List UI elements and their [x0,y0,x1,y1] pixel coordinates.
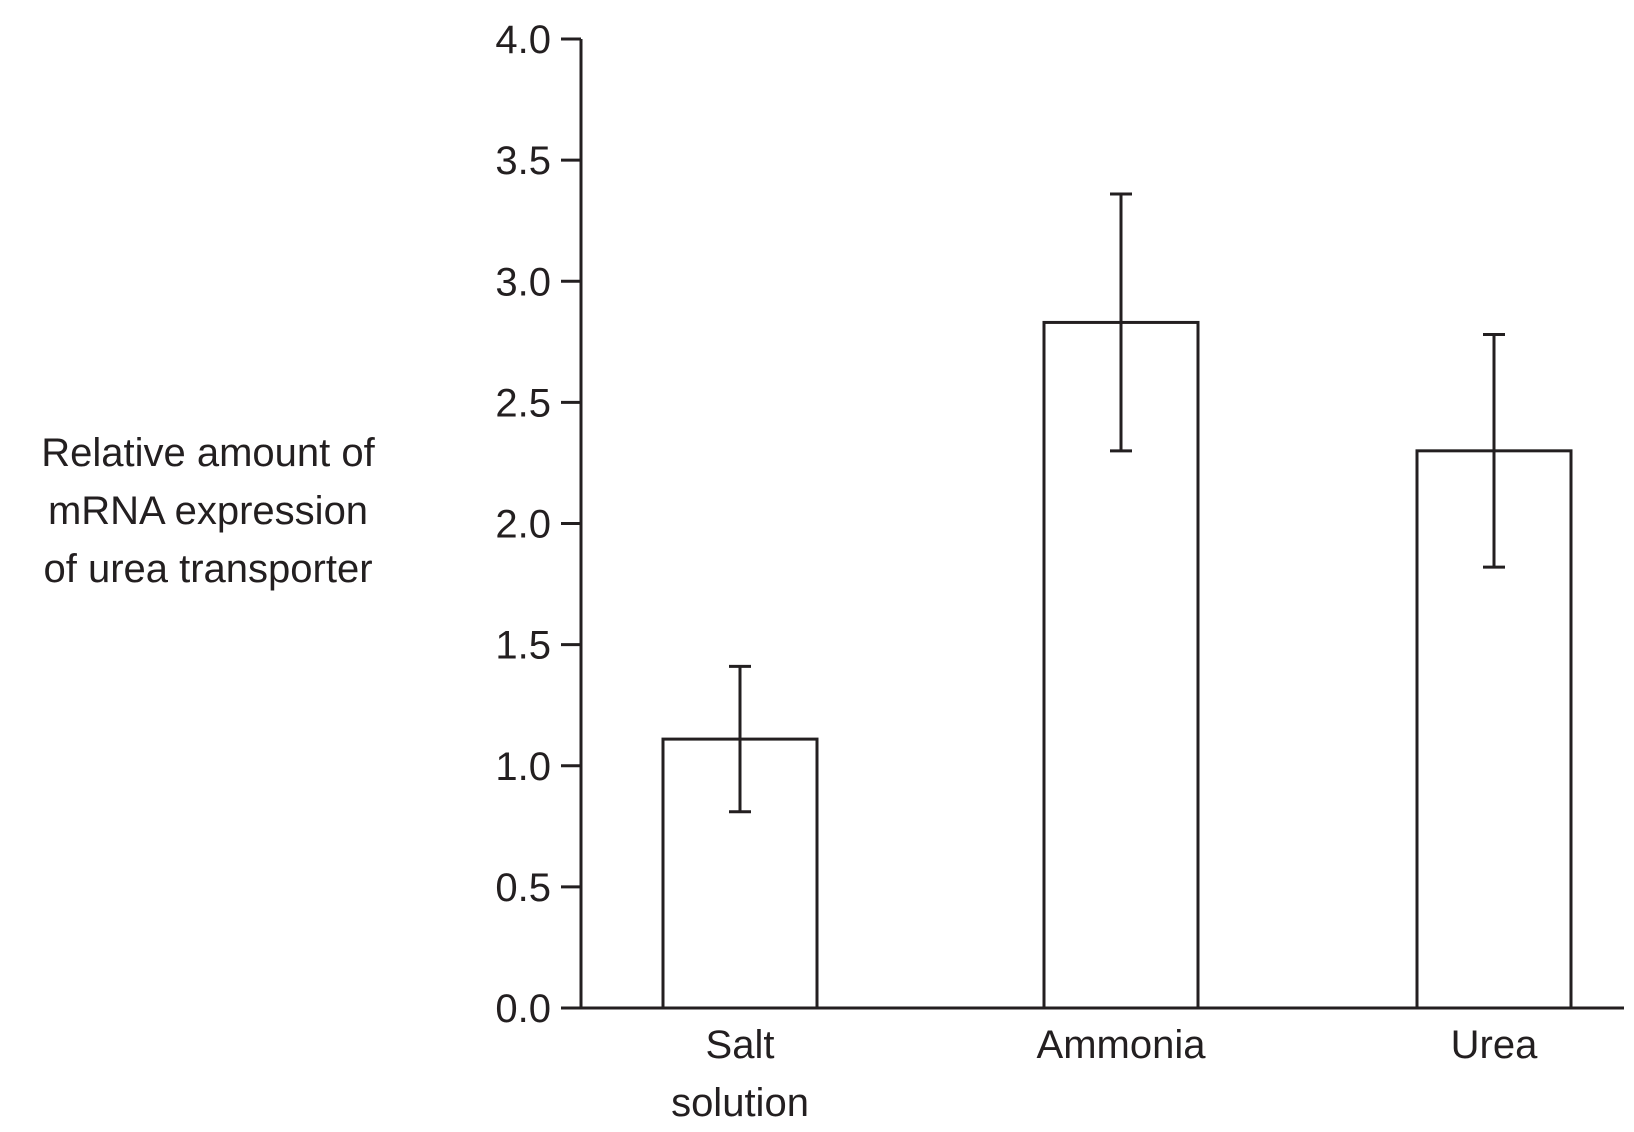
y-axis-label-line: mRNA expression [48,489,368,533]
y-tick-label: 2.0 [495,503,551,547]
y-axis-label: Relative amount of mRNA expression of urea… [41,431,375,591]
y-axis-label-line: of urea transporter [43,547,372,591]
y-tick-label: 1.5 [495,624,551,668]
y-tick-label: 3.0 [495,260,551,304]
y-tick-label: 4.0 [495,18,551,62]
x-axis-categories: Salt solution Ammonia Urea [671,1023,1538,1125]
y-tick-label: 2.5 [495,381,551,425]
y-tick-label: 3.5 [495,139,551,183]
bars [661,320,1573,1010]
y-tick-label: 0.5 [495,866,551,910]
y-axis-ticks: 0.0 0.5 1.0 1.5 2.0 2.5 3.0 3.5 4.0 [495,18,581,1031]
x-category-label: Salt [706,1023,775,1067]
x-category-label: solution [671,1081,809,1125]
error-bars [729,192,1505,814]
y-tick-label: 1.0 [495,745,551,789]
y-axis-label-line: Relative amount of [41,431,375,475]
x-category-label: Urea [1451,1023,1538,1067]
x-category-label: Ammonia [1037,1023,1207,1067]
axes [579,39,1624,1010]
y-tick-label: 0.0 [495,987,551,1031]
